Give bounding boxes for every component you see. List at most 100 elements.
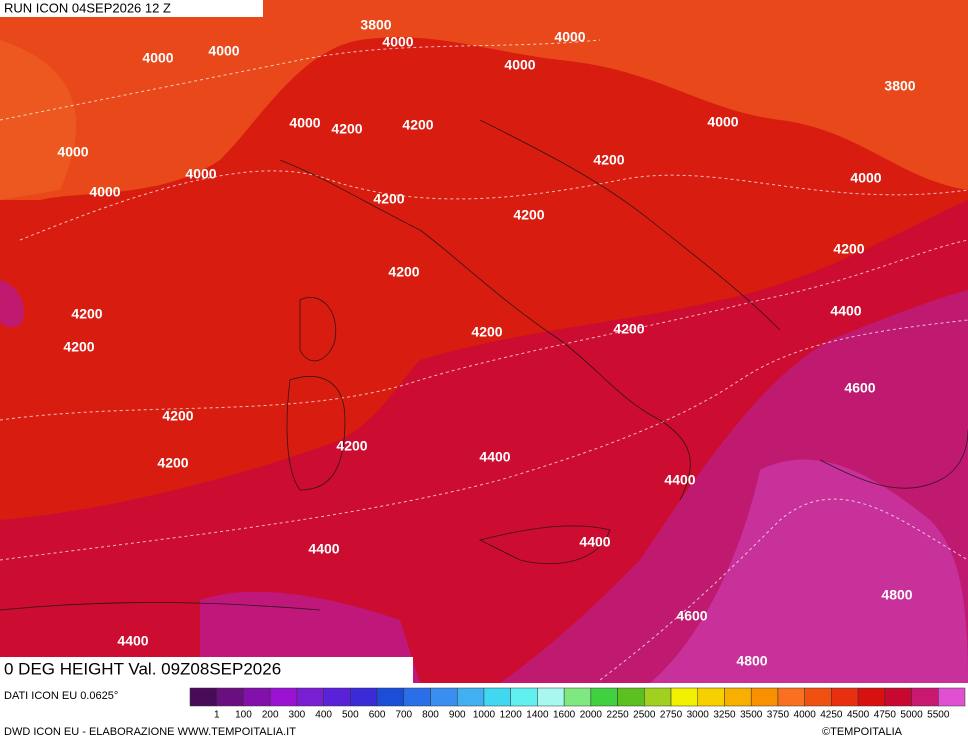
scale-label: 3750 (767, 710, 790, 721)
run-box (0, 0, 263, 17)
contour-label: 4000 (504, 57, 535, 73)
scale-label: 4750 (874, 710, 897, 721)
color-swatch (376, 687, 405, 707)
color-swatch (350, 687, 378, 707)
contour-label: 4000 (289, 115, 320, 131)
contour-label: 4400 (579, 534, 610, 550)
source-label: DATI ICON EU 0.0625° (4, 690, 118, 702)
contour-label: 4400 (308, 541, 339, 557)
scale-label: 3250 (713, 710, 736, 721)
scale-label: 5000 (900, 710, 923, 721)
contour-label: 4000 (57, 144, 88, 160)
contour-label: 4000 (185, 166, 216, 182)
map-background (0, 0, 968, 683)
scale-label: 3000 (687, 710, 710, 721)
scale-label: 2250 (606, 710, 629, 721)
contour-label: 3800 (360, 17, 391, 33)
color-swatch (430, 687, 458, 707)
contour-label: 4600 (676, 608, 707, 624)
color-swatch (510, 687, 538, 707)
color-scale: 1 100 200 300 400 500 600 700 800 900 1000 1200 1400… (189, 687, 966, 721)
copyright: ©TEMPOITALIA (822, 726, 903, 738)
color-swatch (938, 687, 966, 707)
contour-label: 4200 (593, 152, 624, 168)
title-box (0, 657, 413, 683)
color-swatch (537, 687, 565, 707)
scale-label: 1000 (473, 710, 496, 721)
contour-label: 3800 (884, 78, 915, 94)
contour-label: 4200 (402, 117, 433, 133)
scale-label: 2750 (660, 710, 683, 721)
contours (0, 39, 968, 681)
color-swatch (884, 687, 912, 707)
contour-label: 4200 (471, 324, 502, 340)
scale-label: 100 (235, 710, 252, 721)
contour-label: 4400 (479, 449, 510, 465)
contour-label: 4800 (736, 653, 767, 669)
contour-label: 4200 (373, 191, 404, 207)
contour-label: 4200 (388, 264, 419, 280)
scale-label: 800 (422, 710, 439, 721)
color-swatch (777, 687, 805, 707)
contour-label: 4600 (844, 380, 875, 396)
scale-label: 1600 (553, 710, 576, 721)
color-swatch (750, 687, 779, 707)
contour-label: 4000 (850, 170, 881, 186)
scale-label: 600 (369, 710, 386, 721)
contour-label: 4200 (613, 321, 644, 337)
contour-label: 4200 (336, 438, 367, 454)
scale-label: 3500 (740, 710, 763, 721)
contour-label: 4200 (71, 306, 102, 322)
color-swatch (456, 687, 485, 707)
scale-label: 2500 (633, 710, 656, 721)
color-swatch (483, 687, 511, 707)
scale-label: 900 (449, 710, 466, 721)
scale-label: 700 (395, 710, 412, 721)
scale-label: 500 (342, 710, 359, 721)
scale-label: 5500 (927, 710, 950, 721)
contour-label: 4400 (664, 472, 695, 488)
scale-label: 4000 (794, 710, 817, 721)
scale-label: 2000 (580, 710, 603, 721)
run-label: RUN ICON 04SEP2026 12 Z (4, 0, 171, 15)
map-title: 0 DEG HEIGHT Val. 09Z08SEP2026 (4, 659, 281, 678)
scale-label: 1 (214, 710, 220, 721)
scale-label: 200 (262, 710, 279, 721)
contour-label: 4000 (554, 29, 585, 45)
scale-label: 1400 (526, 710, 549, 721)
color-swatch (296, 687, 324, 707)
contour-label: 4200 (833, 241, 864, 257)
contour-label: 4800 (881, 587, 912, 603)
color-swatch (724, 687, 752, 707)
contour-label: 4200 (162, 408, 193, 424)
color-swatch (189, 687, 217, 707)
contour-label: 4000 (208, 43, 239, 59)
color-swatch (590, 687, 618, 707)
contour-label: 4200 (331, 121, 362, 137)
contour-label: 4000 (142, 50, 173, 66)
color-swatch (403, 687, 431, 707)
contour-label: 4200 (63, 339, 94, 355)
color-swatch (697, 687, 725, 707)
contour-label: 4200 (157, 455, 188, 471)
contour-label: 4400 (117, 633, 148, 649)
color-swatch (911, 687, 939, 707)
color-swatch (617, 687, 645, 707)
color-swatch (670, 687, 699, 707)
color-swatch (857, 687, 886, 707)
color-swatch (269, 687, 298, 707)
contour-label: 4000 (89, 184, 120, 200)
scale-label: 4250 (820, 710, 843, 721)
color-swatch (216, 687, 244, 707)
credit: DWD ICON EU - ELABORAZIONE WWW.TEMPOITAL… (4, 726, 296, 738)
scale-label: 4500 (847, 710, 870, 721)
scale-label: 300 (289, 710, 306, 721)
color-swatch (243, 687, 271, 707)
coastlines (0, 119, 968, 611)
contour-label: 4400 (830, 303, 861, 319)
color-swatch (804, 687, 832, 707)
contour-label: 4200 (513, 207, 544, 223)
contour-labels: 3800 4000 4000 4000 4000 4000 3800 4000 4200 4200… (57, 17, 915, 669)
contour-label: 4000 (707, 114, 738, 130)
